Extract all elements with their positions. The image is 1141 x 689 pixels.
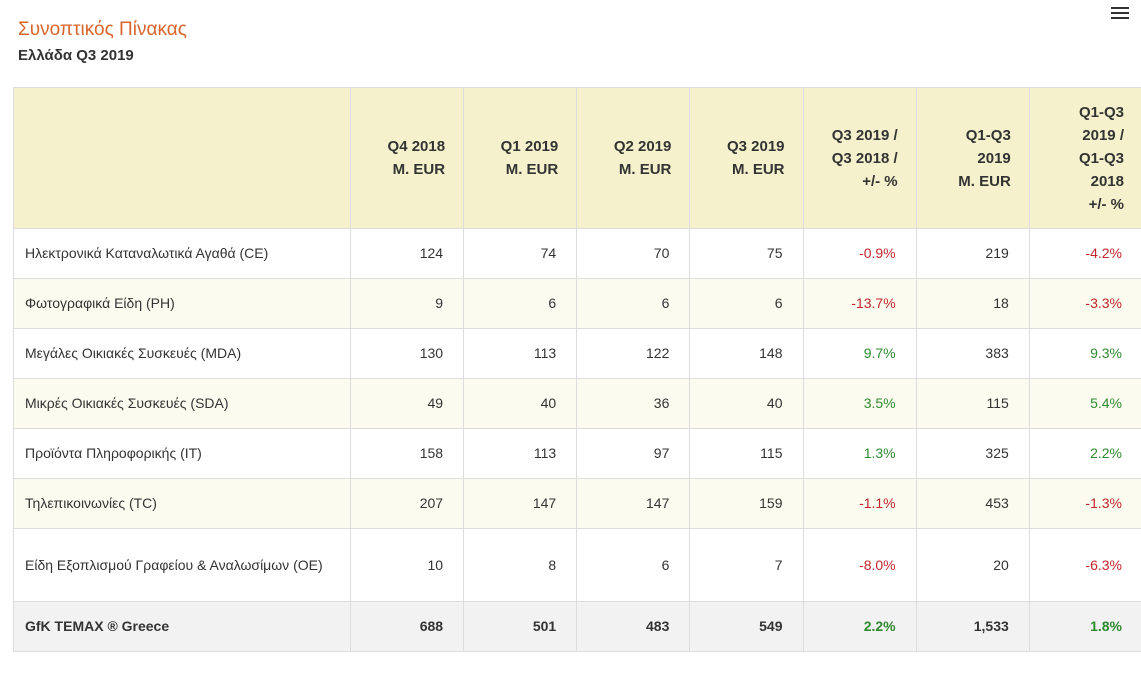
summary-table-container: Q4 2018 M. EUR Q1 2019 M. EUR Q2 2019 M. EUR Q… [13,87,1141,652]
table-cell: -4.2% [1028,228,1141,279]
table-cell: 9.7% [802,328,917,379]
table-cell: -13.7% [802,278,917,329]
table-body: Ηλεκτρονικά Καταναλωτικά Αγαθά (CE) 124 74… [13,228,1141,652]
table-row: Μικρές Οικιακές Συσκευές (SDA) 49 40 36 40 3.… [13,378,1141,429]
table-cell: 6 [463,278,578,329]
table-cell: 1.8% [1028,601,1141,652]
table-cell: -0.9% [802,228,917,279]
page-header: Συνοπτικός Πίνακας Ελλάδα Q3 2019 [18,18,187,66]
table-cell: 159 [689,478,804,529]
table-cell: -8.0% [802,528,917,602]
table-cell: 74 [463,228,578,279]
table-cell: 219 [915,228,1030,279]
table-cell: 20 [915,528,1030,602]
column-header: Q1 2019 M. EUR [463,87,578,229]
hamburger-menu-icon[interactable] [1111,4,1129,20]
table-cell: 501 [463,601,578,652]
table-row: Φωτογραφικά Είδη (PH) 9 6 6 6 -13.7% 18 -3.3% [13,278,1141,329]
table-cell: 115 [689,428,804,479]
table-cell: 115 [915,378,1030,429]
table-header-row: Q4 2018 M. EUR Q1 2019 M. EUR Q2 2019 M. EUR Q… [13,87,1141,229]
summary-table: Q4 2018 M. EUR Q1 2019 M. EUR Q2 2019 M. EUR Q… [13,87,1141,652]
column-header [13,87,351,229]
row-label: Μεγάλες Οικιακές Συσκευές (MDA) [13,328,351,379]
table-cell: -3.3% [1028,278,1141,329]
row-label: Μικρές Οικιακές Συσκευές (SDA) [13,378,351,429]
table-cell: 10 [349,528,465,602]
table-cell: 9.3% [1028,328,1141,379]
row-label: Προϊόντα Πληροφορικής (IT) [13,428,351,479]
page-title: Συνοπτικός Πίνακας [18,19,187,40]
row-label: Φωτογραφικά Είδη (PH) [13,278,351,329]
table-cell: 113 [463,328,578,379]
table-cell: 36 [576,378,691,429]
table-cell: 113 [463,428,578,479]
row-label: Τηλεπικοινωνίες (TC) [13,478,351,529]
table-cell: 18 [915,278,1030,329]
table-cell: -6.3% [1028,528,1141,602]
column-header: Q2 2019 M. EUR [576,87,691,229]
page-subtitle: Ελλάδα Q3 2019 [18,47,134,64]
column-header: Q1-Q3 2019 /Q1-Q3 2018 +/- % [1028,87,1141,229]
table-cell: 147 [463,478,578,529]
table-cell: 97 [576,428,691,479]
table-cell: 483 [576,601,691,652]
row-label: Είδη Εξοπλισμού Γραφείου & Αναλωσίμων (O… [13,528,351,602]
table-row: Είδη Εξοπλισμού Γραφείου & Αναλωσίμων (O… [13,528,1141,602]
table-cell: 3.5% [802,378,917,429]
table-cell: 148 [689,328,804,379]
table-cell: 40 [689,378,804,429]
column-header: Q1-Q3 2019 M. EUR [915,87,1030,229]
table-cell: 1,533 [915,601,1030,652]
table-cell: 6 [576,528,691,602]
table-cell: -1.1% [802,478,917,529]
table-cell: 122 [576,328,691,379]
table-cell: 6 [689,278,804,329]
table-row: Μεγάλες Οικιακές Συσκευές (MDA) 130 113 122… [13,328,1141,379]
column-header: Q3 2019 M. EUR [689,87,804,229]
row-label: GfK TEMAX ® Greece [13,601,351,652]
table-cell: 688 [349,601,465,652]
table-cell: 549 [689,601,804,652]
table-cell: 6 [576,278,691,329]
table-cell: -1.3% [1028,478,1141,529]
table-cell: 8 [463,528,578,602]
table-row: Ηλεκτρονικά Καταναλωτικά Αγαθά (CE) 124 74… [13,228,1141,279]
table-cell: 130 [349,328,465,379]
table-cell: 158 [349,428,465,479]
table-cell: 40 [463,378,578,429]
column-header: Q4 2018 M. EUR [349,87,465,229]
row-label: Ηλεκτρονικά Καταναλωτικά Αγαθά (CE) [13,228,351,279]
table-cell: 75 [689,228,804,279]
table-row: Προϊόντα Πληροφορικής (IT) 158 113 97 115 1.3… [13,428,1141,479]
table-cell: 325 [915,428,1030,479]
table-cell: 49 [349,378,465,429]
table-cell: 1.3% [802,428,917,479]
table-cell: 2.2% [1028,428,1141,479]
table-row: Τηλεπικοινωνίες (TC) 207 147 147 159 -1.1% 453… [13,478,1141,529]
table-cell: 5.4% [1028,378,1141,429]
column-header: Q3 2019 /Q3 2018 /+/- % [802,87,917,229]
table-cell: 70 [576,228,691,279]
table-cell: 124 [349,228,465,279]
table-cell: 9 [349,278,465,329]
table-cell: 207 [349,478,465,529]
table-cell: 7 [689,528,804,602]
table-total-row: GfK TEMAX ® Greece 688 501 483 549 2.2% 1,533 1… [13,601,1141,652]
table-cell: 147 [576,478,691,529]
table-cell: 453 [915,478,1030,529]
table-cell: 2.2% [802,601,917,652]
table-cell: 383 [915,328,1030,379]
